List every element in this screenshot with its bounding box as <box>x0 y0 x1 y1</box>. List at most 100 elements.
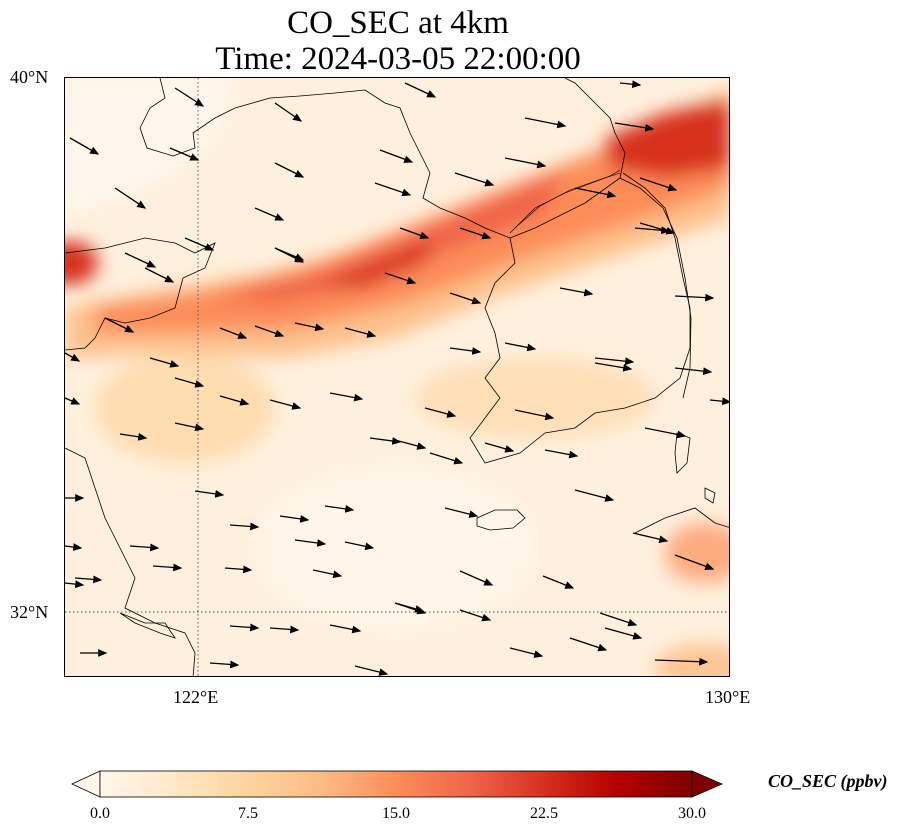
coastline-island <box>704 487 716 504</box>
wind-vector-arrow <box>65 543 83 551</box>
colorbar-gradient <box>99 770 693 798</box>
wind-vector-arrow <box>124 252 157 268</box>
colorbar-tick-4: 30.0 <box>678 805 706 822</box>
wind-vector-arrow <box>399 227 430 240</box>
wind-vector-arrow <box>174 87 205 107</box>
wind-vector-arrow <box>374 182 412 197</box>
wind-vector-arrow <box>632 532 669 544</box>
wind-vector-arrow <box>69 137 100 155</box>
wind-vector-arrow <box>324 505 355 513</box>
wind-vector-arrow <box>209 660 240 669</box>
wind-vector-arrow <box>152 563 183 572</box>
wind-vector-arrow <box>279 515 310 523</box>
wind-vector-arrow <box>254 207 285 221</box>
wind-vector-arrow <box>559 287 594 297</box>
border-dprk-2 <box>514 169 621 229</box>
wind-vector-arrow <box>274 247 305 263</box>
wind-vector-arrow <box>574 187 617 199</box>
wind-vector-arrow <box>504 157 547 169</box>
map-canvas <box>65 78 729 676</box>
coastline-tsushima <box>674 432 691 474</box>
wind-vector-arrow <box>444 507 479 518</box>
wind-vector-arrow <box>269 625 300 634</box>
wind-vector-arrow <box>674 367 713 376</box>
wind-vector-arrow <box>65 580 85 589</box>
colorbar-tick-0: 0.0 <box>90 805 110 822</box>
colorbar-extend-min <box>71 770 101 798</box>
wind-vector-arrow <box>614 122 655 132</box>
wind-vector-arrow <box>459 609 492 622</box>
wind-vector-arrow <box>574 489 615 502</box>
wind-vector-arrow <box>429 452 464 465</box>
wind-vector-arrow <box>449 292 482 305</box>
wind-vector-arrow <box>294 322 325 332</box>
wind-vector-arrow <box>329 392 364 402</box>
lat-label-32n: 32°N <box>10 602 49 622</box>
colorbar-tick-1: 7.5 <box>238 805 258 822</box>
coastline-shandong <box>65 237 216 351</box>
wind-vector-arrow <box>369 437 402 445</box>
wind-vector-arrow <box>219 327 248 339</box>
wind-vector-arrow <box>599 612 638 627</box>
colorbar <box>70 769 724 799</box>
wind-vector-arrow <box>674 293 715 302</box>
wind-vector-arrow <box>65 352 81 362</box>
wind-vector-arrow <box>194 490 225 498</box>
wind-vector-arrow <box>149 357 180 368</box>
colorbar-svg <box>71 770 724 798</box>
wind-vector-arrow <box>604 627 643 640</box>
wind-vector-arrow <box>449 347 482 355</box>
lon-label-122e: 122°E <box>173 687 219 707</box>
wind-vector-arrow <box>344 541 375 551</box>
colorbar-tick-2: 15.0 <box>382 805 410 822</box>
wind-vector-arrow <box>269 399 302 410</box>
wind-vector-arrow <box>129 543 160 552</box>
wind-vector-arrow <box>524 117 567 129</box>
wind-vector-arrow <box>104 317 135 333</box>
wind-vector-arrow <box>329 624 362 634</box>
wind-vector-arrow <box>594 357 635 366</box>
wind-vector-arrow <box>74 575 103 584</box>
coastlines <box>65 78 729 676</box>
wind-vector-arrow <box>229 522 260 531</box>
map-title: CO_SEC at 4km <box>287 5 509 41</box>
wind-vector-arrow <box>654 657 709 666</box>
wind-vector-arrow <box>484 442 515 453</box>
wind-vector-arrow <box>619 80 642 89</box>
wind-vector-arrow <box>394 439 427 450</box>
wind-vector-arrow <box>394 602 425 613</box>
wind-vector-arrow <box>639 177 678 192</box>
wind-vectors <box>65 80 729 676</box>
wind-vector-arrow <box>65 397 81 405</box>
wind-vector-arrow <box>459 227 492 240</box>
wind-vector-arrow <box>174 377 205 388</box>
wind-vector-arrow <box>224 565 253 574</box>
wind-vector-arrow <box>379 149 414 163</box>
wind-vector-arrow <box>274 102 303 122</box>
co-concentration-field <box>65 78 729 676</box>
wind-vector-arrow <box>459 570 494 586</box>
coastline-jeju <box>476 509 526 531</box>
wind-vector-arrow <box>454 172 495 187</box>
wind-vector-arrow <box>424 407 457 418</box>
coastline-jiangsu <box>65 447 196 676</box>
wind-vector-arrow <box>274 162 305 178</box>
wind-vector-arrow <box>219 395 250 406</box>
map-panel <box>64 77 730 677</box>
wind-vector-arrow <box>634 226 671 235</box>
wind-vector-arrow <box>544 449 579 459</box>
wind-vector-arrow <box>542 575 575 589</box>
wind-vector-arrow <box>174 422 205 432</box>
map-subtitle-time: Time: 2024-03-05 22:00:00 <box>215 41 581 77</box>
wind-vector-arrow <box>504 342 537 352</box>
wind-vector-arrow <box>569 637 608 652</box>
wind-vector-arrow <box>254 325 285 338</box>
wind-vector-arrow <box>514 409 555 421</box>
wind-vector-arrow <box>114 187 147 209</box>
wind-vector-arrow <box>594 362 633 372</box>
wind-vector-arrow <box>709 397 729 406</box>
wind-vector-arrow <box>169 147 200 161</box>
colorbar-extend-max <box>691 770 724 798</box>
wind-vector-arrow <box>184 237 215 251</box>
wind-vector-arrow <box>384 272 417 285</box>
